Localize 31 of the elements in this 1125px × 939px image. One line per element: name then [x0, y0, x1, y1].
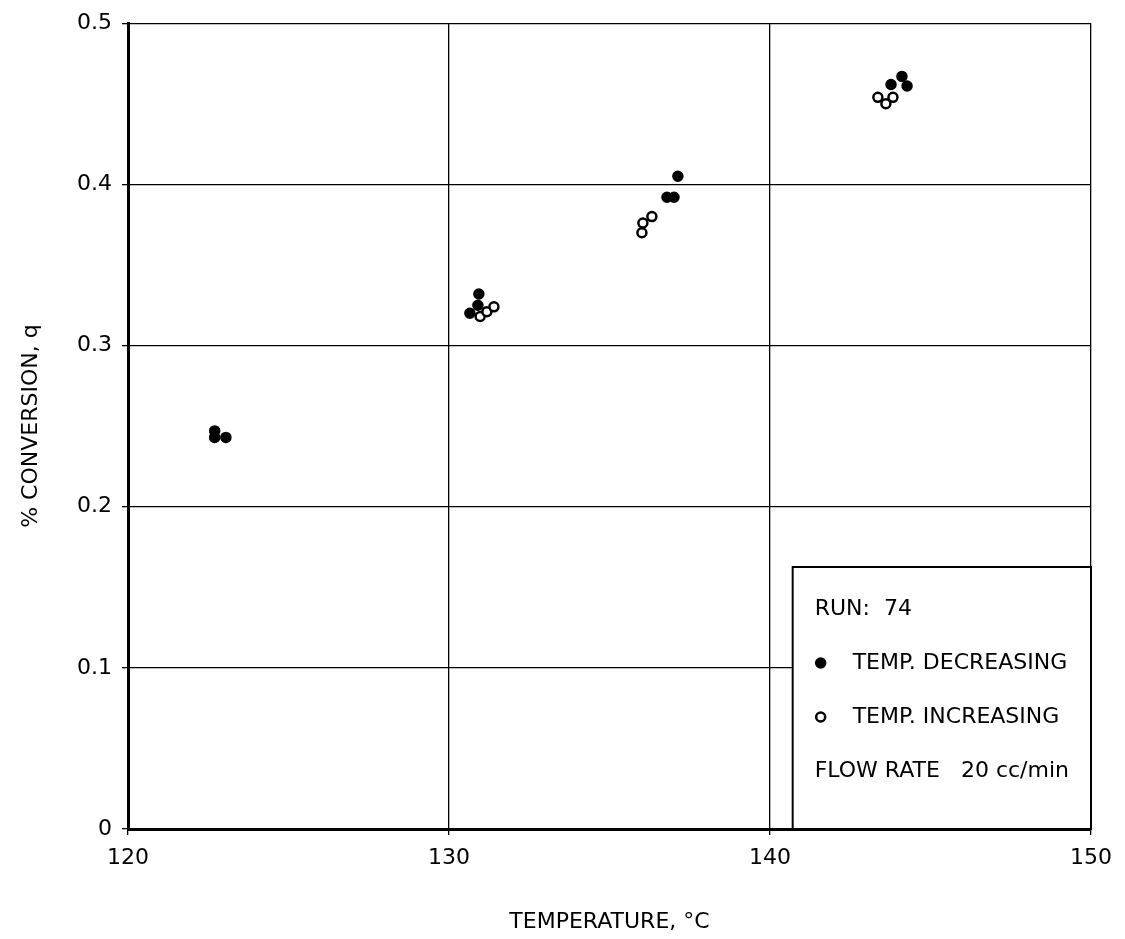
- point: [887, 91, 899, 104]
- point: [901, 80, 913, 92]
- point: [896, 70, 908, 83]
- point: [880, 98, 892, 110]
- x-tick-label: 140: [749, 843, 791, 869]
- x-tick-label: 130: [428, 843, 470, 869]
- y-tick-label: 0.1: [77, 653, 112, 679]
- point: [672, 170, 684, 183]
- point: [472, 299, 484, 311]
- point: [885, 78, 897, 91]
- point: [473, 288, 485, 300]
- y-tick-label: 0.5: [77, 8, 112, 34]
- point: [464, 307, 476, 320]
- legend-label: TEMP. INCREASING: [851, 702, 1060, 728]
- x-tick-label: 120: [107, 843, 149, 869]
- point: [636, 226, 648, 239]
- annotation: RUN: 74: [814, 594, 912, 620]
- point: [646, 210, 658, 223]
- point: [872, 91, 884, 104]
- annotation: FLOW RATE 20 cc/min: [814, 756, 1070, 782]
- y-tick-label: 0: [98, 814, 112, 840]
- y-tick-label: 0.3: [77, 331, 112, 357]
- point: [488, 301, 500, 313]
- y-tick-label: 0.4: [77, 170, 112, 196]
- y-axis-title: % CONVERSION, q: [16, 324, 42, 528]
- point: [220, 431, 232, 444]
- y-tick-label: 0.2: [77, 492, 112, 518]
- x-axis-title: TEMPERATURE, °C: [508, 907, 710, 933]
- legend-label: TEMP. DECREASING: [851, 648, 1068, 674]
- point: [637, 217, 649, 229]
- x-tick-label: 150: [1070, 843, 1112, 869]
